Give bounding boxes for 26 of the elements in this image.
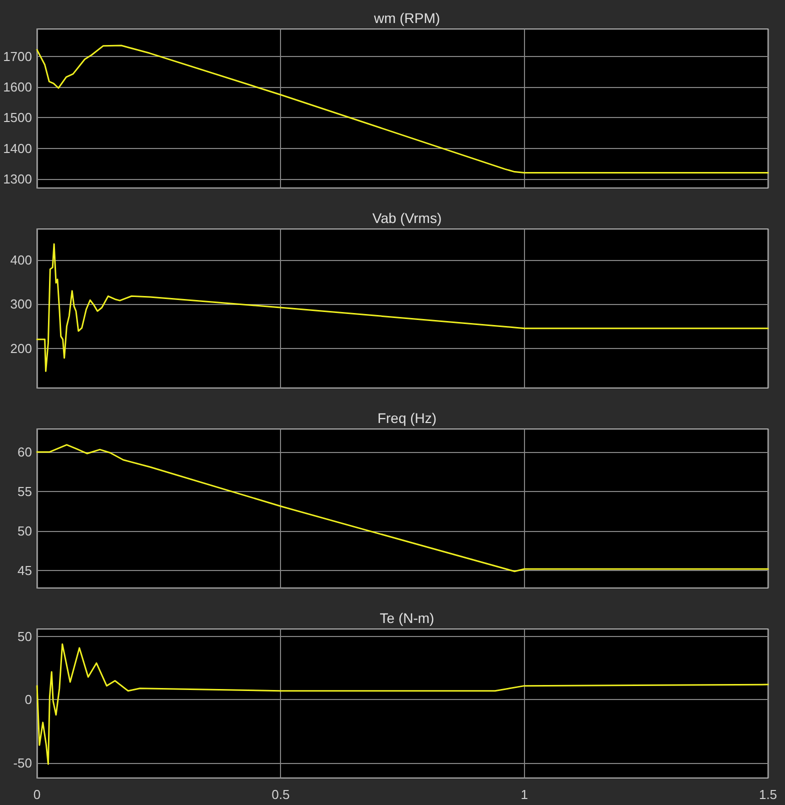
- y-tick-label: 400: [10, 252, 32, 268]
- y-tick-label: 60: [18, 444, 32, 460]
- y-tick-label: 45: [18, 563, 32, 578]
- chart-title: Te (N-m): [380, 610, 434, 626]
- line-series: [36, 44, 769, 174]
- y-tick-label: 1600: [3, 80, 32, 95]
- y-tick-label: 1400: [3, 140, 32, 156]
- y-tick-label: 1300: [3, 171, 32, 186]
- y-tick-label: 55: [18, 484, 32, 499]
- y-tick-label: 50: [18, 629, 32, 644]
- y-tick-label: 50: [18, 524, 32, 539]
- chart-title: wm (RPM): [372, 10, 440, 26]
- chart-title: Freq (Hz): [377, 410, 437, 426]
- y-tick-label: -50: [13, 755, 32, 770]
- chart-title: Vab (Vrms): [372, 210, 442, 226]
- y-tick-label: 0: [24, 692, 32, 708]
- line-series: [36, 243, 769, 372]
- line-series: [36, 444, 769, 572]
- y-tick-label: 300: [10, 296, 32, 312]
- x-tick-label: 0.5: [272, 787, 290, 802]
- y-tick-label: 1500: [3, 110, 32, 126]
- y-tick-label: 1700: [3, 49, 32, 64]
- x-tick-label: 1: [520, 787, 528, 802]
- x-tick-label: 1.5: [758, 787, 778, 802]
- y-tick-label: 200: [10, 340, 32, 356]
- line-series: [36, 643, 769, 765]
